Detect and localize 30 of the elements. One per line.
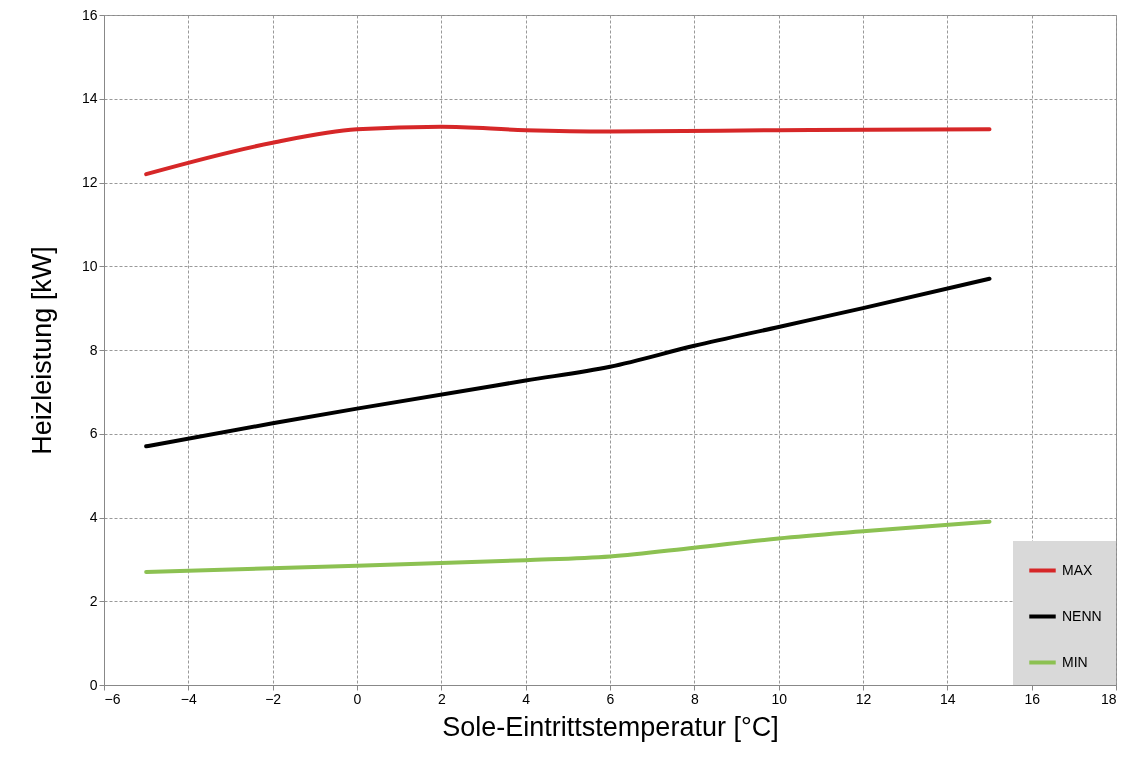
x-tick-label: 16 xyxy=(1024,690,1041,707)
x-tick-label: 10 xyxy=(771,690,788,707)
y-tick-label: 8 xyxy=(89,341,98,358)
line-series xyxy=(144,124,992,177)
x-tick-label: 14 xyxy=(940,690,956,707)
x-tick-label: 8 xyxy=(690,690,699,707)
y-tick-label: 14 xyxy=(81,90,98,107)
y-tick-label: 0 xyxy=(89,676,98,693)
y-tick-label: 6 xyxy=(89,425,98,442)
x-tick-label: −6 xyxy=(104,690,121,707)
y-tick-label: 12 xyxy=(81,174,98,190)
y-tick-label: 16 xyxy=(81,6,98,23)
line-series xyxy=(144,519,992,574)
legend-label: NENN xyxy=(1062,607,1102,624)
legend-label: MIN xyxy=(1062,653,1088,670)
x-tick-label: 18 xyxy=(1100,690,1117,707)
legend-label: MAX xyxy=(1062,561,1093,578)
x-tick-label: −4 xyxy=(180,690,198,707)
x-tick-label: 12 xyxy=(855,690,872,707)
x-tick-label: 2 xyxy=(437,690,446,707)
line-series xyxy=(144,276,992,449)
y-tick-label: 4 xyxy=(89,509,98,525)
x-axis-title: Sole-Eintrittstemperatur [°C] xyxy=(442,711,779,742)
x-tick-label: 0 xyxy=(353,690,362,707)
x-tick-label: −2 xyxy=(265,690,282,707)
y-tick-label: 2 xyxy=(89,592,98,609)
x-tick-label: 4 xyxy=(522,690,531,707)
y-tick-label: 10 xyxy=(81,257,98,274)
y-axis-title: Heizleistung [kW] xyxy=(26,246,57,455)
x-tick-label: 6 xyxy=(606,690,615,707)
